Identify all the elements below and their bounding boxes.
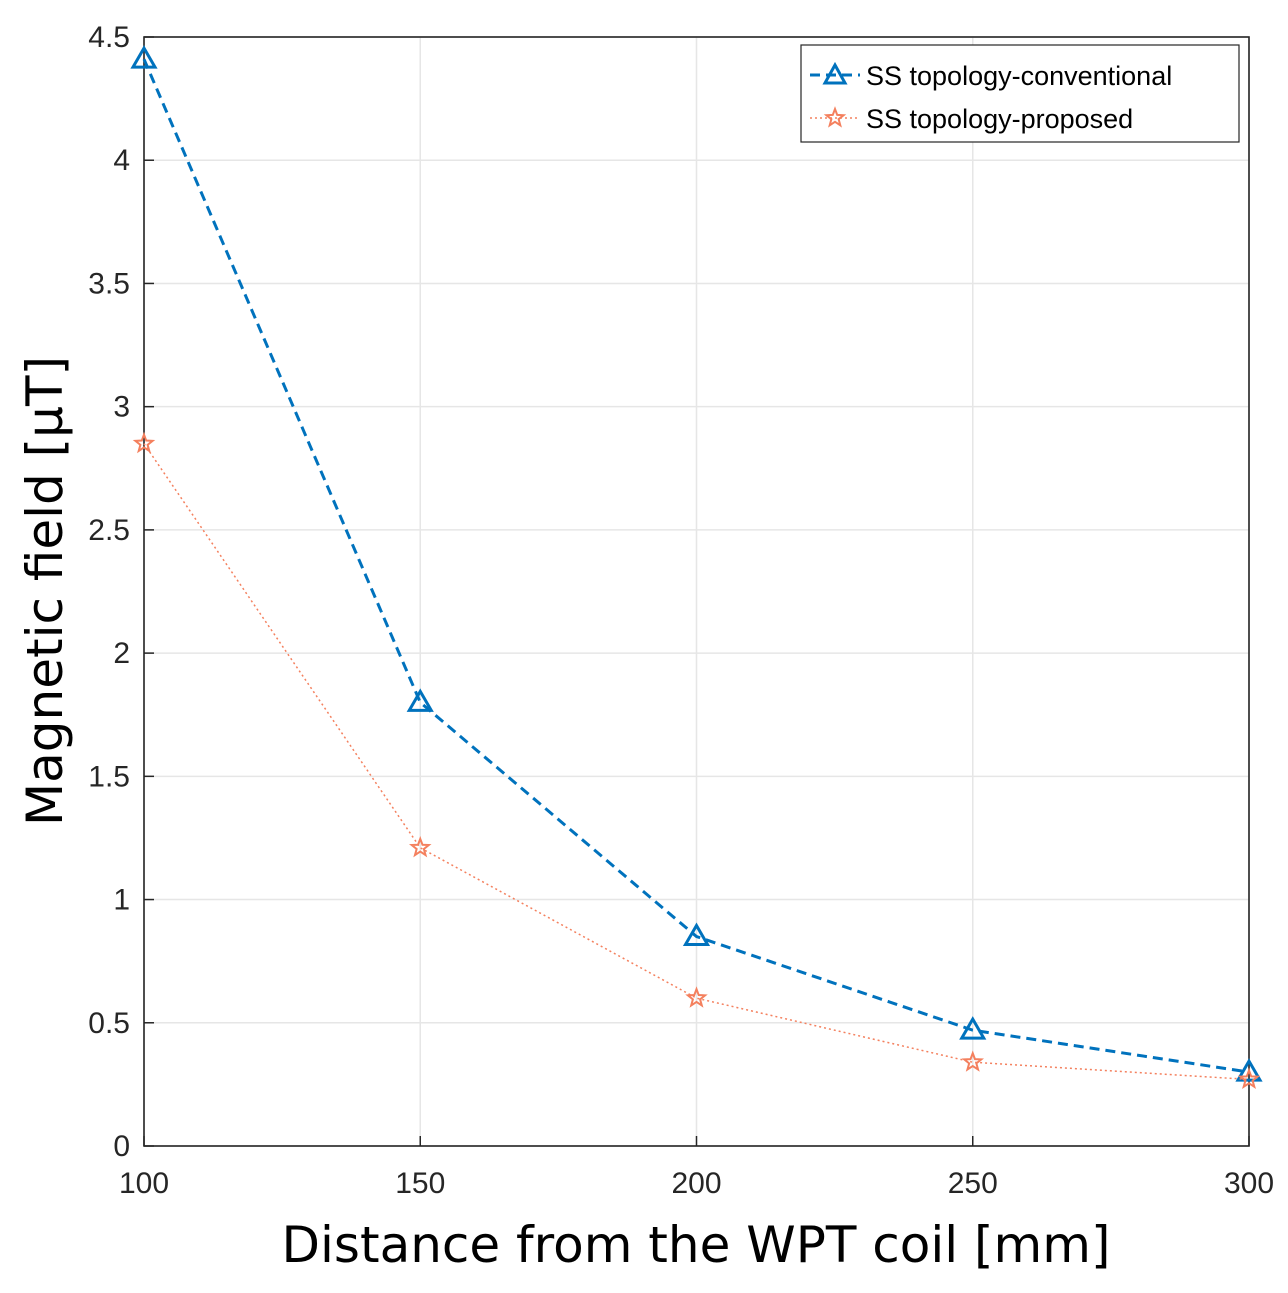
x-tick-label: 200 <box>671 1167 721 1200</box>
x-tick-label: 250 <box>948 1167 998 1200</box>
y-tick-label: 1.5 <box>88 760 130 793</box>
x-axis-label: Distance from the WPT coil [mm] <box>282 1216 1111 1274</box>
data-point-star <box>132 431 156 454</box>
y-tick-label: 0 <box>113 1130 130 1163</box>
y-tick-label: 2 <box>113 637 130 670</box>
x-tick-label: 100 <box>119 1167 169 1200</box>
legend: SS topology-conventional SS topology-pro… <box>800 44 1240 143</box>
series-line <box>142 58 1250 1074</box>
x-tick-label: 150 <box>395 1167 445 1200</box>
data-point-star <box>408 835 432 858</box>
legend-label-conventional: SS topology-conventional <box>866 61 1172 91</box>
x-tick-label: 300 <box>1224 1167 1274 1200</box>
y-tick-label: 3 <box>113 391 130 424</box>
y-axis-ticks: 0 0.5 1 1.5 2 2.5 3 3.5 4 4.5 <box>88 21 154 1163</box>
y-tick-label: 0.5 <box>88 1007 130 1040</box>
y-tick-label: 2.5 <box>88 514 130 547</box>
data-point-star <box>685 986 708 1008</box>
x-axis-ticks: 100 150 200 250 300 <box>119 1136 1274 1200</box>
y-tick-label: 4 <box>113 144 130 177</box>
data-point-star <box>1237 1067 1261 1090</box>
series-conventional <box>130 45 1263 1082</box>
legend-marker-star <box>823 106 847 128</box>
y-tick-label: 3.5 <box>88 267 130 300</box>
legend-label-proposed: SS topology-proposed <box>866 104 1133 134</box>
data-point-triangle <box>130 45 158 69</box>
series-line <box>143 443 1250 1081</box>
series-layer <box>130 45 1263 1090</box>
data-point-triangle <box>1235 1058 1263 1082</box>
data-point-triangle <box>959 1016 987 1040</box>
data-point-star <box>961 1050 985 1072</box>
series-proposed <box>132 431 1261 1090</box>
data-point-triangle <box>682 922 711 947</box>
legend-marker-triangle <box>822 61 848 85</box>
data-point-triangle <box>406 688 434 712</box>
y-tick-label: 1 <box>113 884 130 917</box>
legend-box <box>800 44 1240 143</box>
y-axis-label: Magnetic field [μT] <box>16 356 74 826</box>
y-tick-label: 4.5 <box>88 21 130 54</box>
